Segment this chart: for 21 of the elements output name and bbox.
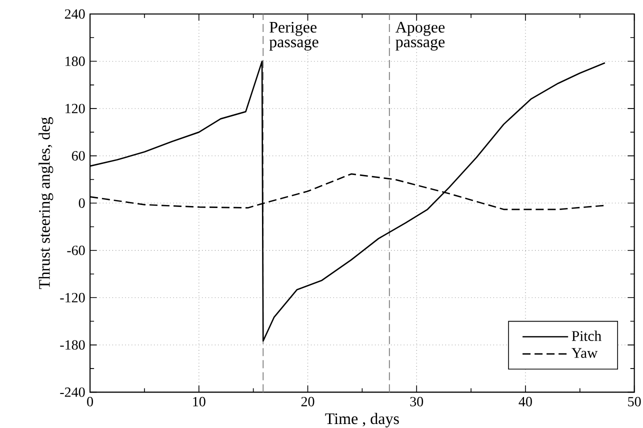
- y-tick-label: -120: [60, 292, 85, 302]
- x-tick-label: 0: [87, 396, 94, 406]
- y-tick-label: 0: [78, 198, 85, 208]
- x-tick-label: 20: [301, 396, 314, 406]
- y-tick-label: -240: [60, 387, 85, 397]
- ref-line-label: Apogee passage: [396, 22, 445, 50]
- y-tick-label: 240: [64, 9, 85, 19]
- y-tick-label: -60: [67, 246, 85, 256]
- x-axis-title: Time , days: [325, 412, 399, 428]
- x-tick-label: 30: [410, 396, 424, 406]
- y-tick-label: -180: [60, 340, 85, 350]
- y-tick-label: 60: [72, 151, 85, 160]
- y-tick-label: 120: [66, 104, 85, 114]
- y-tick-label: 180: [66, 56, 85, 66]
- y-axis-title: Thrust steering angles, deg: [38, 117, 54, 289]
- x-tick-label: 50: [628, 396, 641, 406]
- x-tick-label: 10: [193, 396, 206, 406]
- legend-label: Yaw: [572, 348, 598, 358]
- legend-label: Pitch: [572, 330, 602, 341]
- x-tick-label: 40: [518, 396, 532, 406]
- ref-line-label: Perigee passage: [269, 22, 318, 51]
